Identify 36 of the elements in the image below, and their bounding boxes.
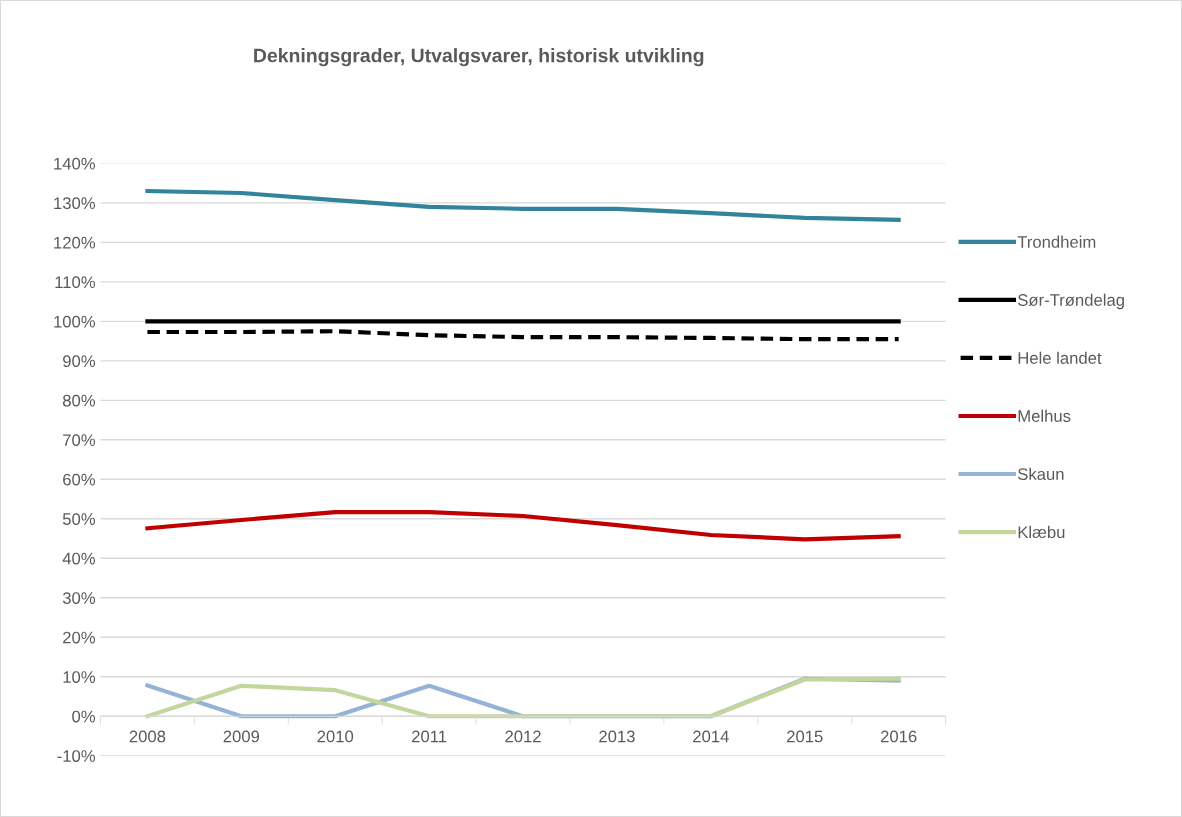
legend-label: Trondheim (1017, 235, 1096, 248)
x-tick-label: 2008 (129, 730, 166, 743)
y-tick-label: -10% (57, 750, 96, 762)
line-series (145, 676, 901, 719)
y-tick-label: 0% (72, 710, 96, 723)
x-tick-label: 2009 (223, 730, 260, 743)
legend-label: Sør-Trøndelag (1018, 293, 1124, 310)
line-series (145, 509, 901, 542)
legend-label: Melhus (1018, 409, 1071, 422)
legend-label: Skaun (1018, 467, 1064, 481)
x-tick-label: 2010 (317, 730, 354, 743)
y-tick-label: 20% (63, 631, 96, 644)
line-series (145, 329, 901, 342)
y-tick-label: 120% (54, 236, 96, 249)
y-tick-label: 130% (54, 197, 96, 210)
y-tick-label: 60% (63, 473, 96, 486)
y-tick-label: 70% (63, 434, 96, 447)
y-tick-label: 110% (55, 276, 96, 289)
x-tick-label: 2016 (880, 730, 917, 743)
y-tick-label: 40% (62, 552, 96, 565)
legend-label: Hele landet (1018, 351, 1102, 364)
chart-title: Dekningsgrader, Utvalgsvarer, historisk utvikling (254, 48, 704, 67)
y-tick-label: 90% (63, 355, 96, 368)
legend-label: Klæbu (1018, 525, 1065, 539)
x-tick-label: 2013 (599, 730, 635, 743)
y-tick-label: 80% (62, 394, 96, 407)
y-tick-label: 10% (63, 671, 96, 683)
y-tick-label: 140% (54, 157, 96, 170)
line-series (145, 188, 901, 222)
x-tick-label: 2014 (693, 730, 729, 743)
y-tick-label: 100% (54, 315, 96, 328)
y-tick-label: 50% (62, 513, 96, 525)
x-tick-label: 2012 (505, 730, 541, 743)
x-tick-label: 2015 (787, 730, 823, 743)
x-tick-label: 2011 (412, 730, 447, 743)
y-tick-label: 30% (62, 592, 96, 604)
